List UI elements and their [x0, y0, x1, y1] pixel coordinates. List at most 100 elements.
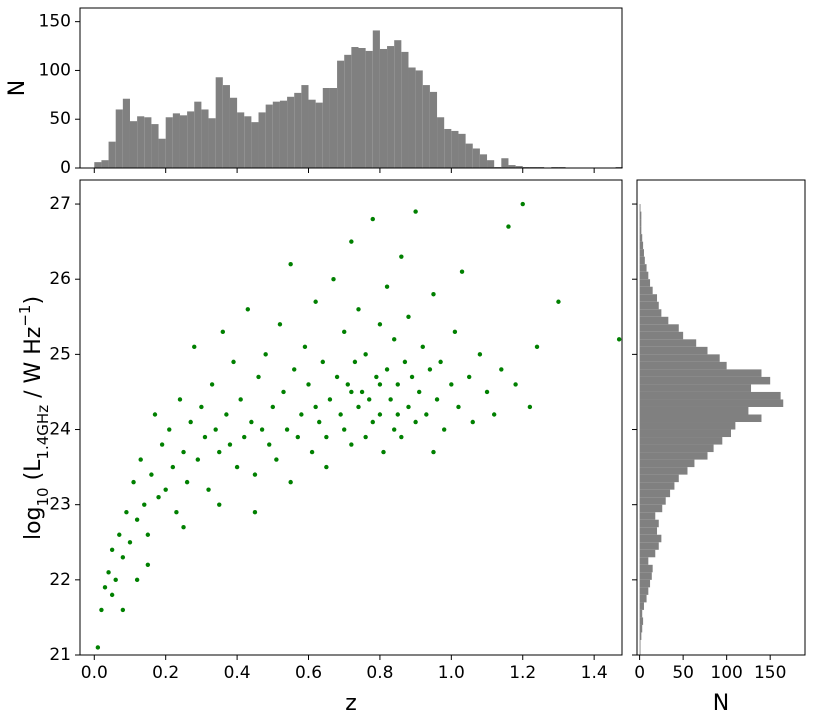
scatter-point — [302, 344, 308, 350]
histogram-bar — [639, 639, 641, 648]
histogram-bar — [215, 77, 223, 168]
scatter-point — [109, 592, 115, 598]
scatter-point — [313, 404, 318, 410]
histogram-bar — [639, 339, 697, 347]
scatter-point — [359, 389, 365, 395]
scatter-point — [170, 464, 176, 470]
histogram-bar — [244, 116, 252, 168]
scatter-point — [413, 209, 418, 214]
scatter-point — [109, 547, 115, 552]
top-y-label: N — [5, 80, 30, 96]
scatter-point — [159, 442, 165, 447]
histogram-bar — [208, 118, 216, 168]
histogram-bar — [639, 429, 732, 438]
histogram-bar — [387, 46, 395, 168]
histogram-bar — [639, 414, 762, 423]
histogram-bar — [639, 624, 643, 633]
histogram-bar — [472, 148, 480, 168]
histogram-bar — [639, 609, 643, 618]
scatter-point — [556, 299, 561, 304]
histogram-bar — [115, 109, 123, 168]
histogram-bar — [639, 594, 647, 603]
histogram-bar — [639, 301, 659, 310]
scatter-point — [152, 412, 158, 417]
histogram-bar — [237, 112, 245, 168]
histogram-bar — [639, 519, 659, 528]
scatter-point — [484, 389, 490, 395]
scatter-point — [406, 314, 411, 319]
scatter-point — [263, 352, 268, 357]
scatter-point — [384, 284, 390, 289]
histogram-bar — [639, 391, 781, 400]
histogram-bar — [639, 271, 649, 280]
histogram-bar — [229, 97, 238, 168]
scatter-point — [491, 412, 497, 417]
histogram-bar — [639, 309, 662, 317]
histogram-bar — [479, 154, 488, 168]
histogram-bar — [401, 51, 409, 169]
histogram-bar — [639, 459, 695, 468]
y-tick-label: 27 — [49, 194, 71, 214]
scatter-point — [349, 239, 354, 244]
histogram-bar — [639, 406, 749, 415]
scatter-point — [177, 397, 183, 402]
scatter-point — [459, 269, 465, 274]
scatter-point — [356, 307, 361, 312]
histogram-bar — [122, 98, 130, 168]
histogram-bar — [639, 241, 644, 250]
histogram-bar — [265, 104, 273, 168]
scatter-point — [352, 359, 358, 365]
histogram-bar — [639, 579, 651, 588]
scatter-point — [377, 322, 383, 327]
histogram-bar — [639, 527, 658, 535]
histogram-bar — [639, 294, 658, 302]
scatter-point — [345, 382, 350, 387]
scatter-point — [388, 397, 393, 402]
scatter-point — [142, 502, 147, 507]
scatter-point — [202, 434, 208, 440]
scatter-point — [427, 367, 433, 372]
scatter-point — [363, 434, 368, 440]
scatter-point — [534, 344, 540, 350]
histogram-bar — [639, 316, 669, 325]
histogram-bar — [294, 92, 302, 168]
histogram-bar — [201, 109, 209, 168]
histogram-bar — [422, 85, 430, 168]
scatter-point — [249, 419, 254, 425]
histogram-bar — [639, 422, 736, 430]
scatter-point — [327, 397, 333, 402]
y-label-part: (L — [21, 459, 46, 488]
histogram-bar — [639, 572, 652, 580]
axes-frame — [79, 179, 623, 656]
x-tick-label: 50 — [672, 663, 694, 683]
scatter-point — [99, 607, 104, 613]
x-tick-label: 1.2 — [509, 663, 536, 683]
scatter-point — [381, 449, 386, 455]
histogram-bar — [639, 279, 651, 287]
x-tick-label: 0.2 — [152, 663, 179, 683]
histogram-bar — [351, 47, 359, 168]
scatter-point — [256, 374, 261, 380]
scatter-point — [284, 427, 290, 432]
histogram-bar — [187, 111, 195, 168]
scatter-point — [313, 299, 318, 304]
x-tick-label: 0.8 — [366, 663, 393, 683]
scatter-point — [349, 389, 354, 395]
histogram-bar — [501, 158, 509, 168]
histogram-bar — [451, 130, 459, 168]
histogram-bar — [639, 549, 656, 558]
scatter-point — [184, 479, 190, 485]
histogram-bar — [408, 67, 416, 168]
histogram-bar — [639, 346, 708, 355]
y-tick-label: 22 — [49, 570, 71, 590]
y-tick-label: 100 — [39, 60, 71, 80]
x-tick-label: 100 — [710, 663, 742, 683]
histogram-bar — [279, 100, 288, 168]
scatter-point — [238, 397, 243, 402]
histogram-bar — [639, 286, 653, 295]
scatter-point — [231, 359, 236, 365]
histogram-bar — [639, 399, 784, 407]
histogram-bar — [365, 50, 373, 168]
y-tick-label: 26 — [49, 269, 71, 289]
histogram-bar — [639, 452, 708, 460]
